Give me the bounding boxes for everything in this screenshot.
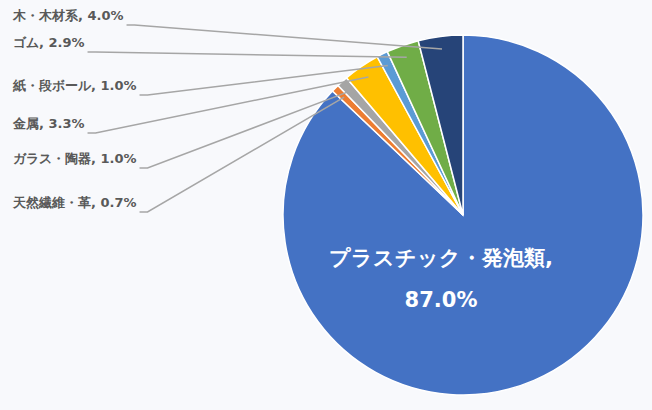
leader-line: [140, 97, 345, 212]
data-label: 天然繊維・革, 0.7%: [12, 195, 137, 210]
slice: [283, 35, 643, 395]
data-label: 紙・段ボール, 1.0%: [12, 78, 137, 93]
data-labels: プラスチック・発泡類, 87.0% 天然繊維・革, 0.7% ガラス・陶器, 1.0%…: [12, 8, 553, 312]
data-label: 金属, 3.3%: [12, 116, 85, 131]
data-label: 木・木材系, 4.0%: [12, 8, 124, 23]
slice: [418, 35, 463, 215]
leader-line: [88, 52, 407, 57]
leader-line: [127, 25, 442, 49]
data-label: ガラス・陶器, 1.0%: [13, 151, 137, 166]
chart: プラスチック・発泡類, 87.0% 天然繊維・革, 0.7% ガラス・陶器, 1.0%…: [0, 0, 652, 410]
data-label: プラスチック・発泡類, 87.0%: [329, 246, 553, 312]
data-label: ゴム, 2.9%: [13, 35, 85, 50]
data-label-line: 87.0%: [405, 288, 478, 312]
data-label-line: プラスチック・発泡類,: [329, 246, 553, 270]
pie: [283, 35, 643, 395]
leader-line: [140, 65, 388, 95]
